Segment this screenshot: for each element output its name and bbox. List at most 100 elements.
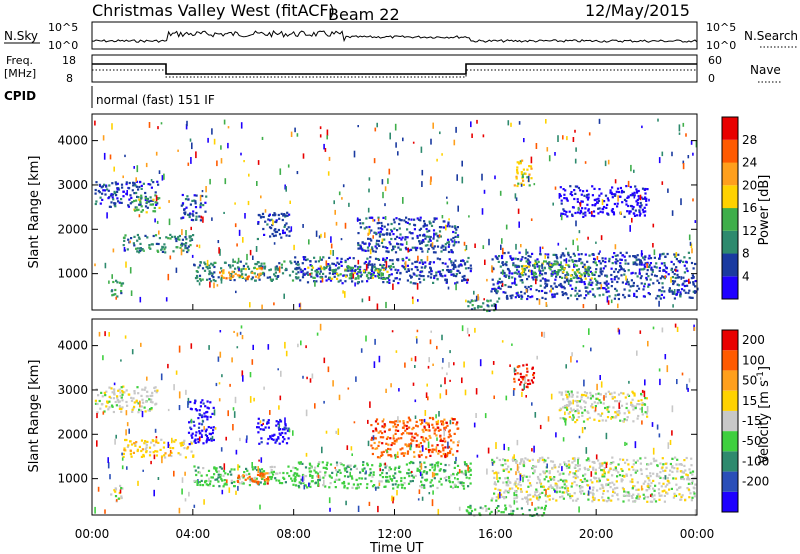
power-cell bbox=[258, 274, 261, 278]
power-cell bbox=[677, 289, 680, 292]
velocity-cell bbox=[681, 471, 684, 474]
velocity-cell bbox=[468, 477, 471, 480]
power-cell bbox=[107, 197, 110, 200]
velocity-cell bbox=[581, 427, 584, 434]
power-cell bbox=[508, 276, 511, 280]
power-cell bbox=[607, 213, 610, 216]
velocity-cell bbox=[607, 471, 610, 474]
velocity-cell bbox=[194, 400, 197, 403]
velocity-cell bbox=[96, 402, 99, 406]
velocity-cell bbox=[295, 474, 298, 477]
power-cell bbox=[516, 168, 519, 172]
velocity-cell bbox=[542, 485, 545, 488]
velocity-cell bbox=[187, 431, 191, 434]
velocity-cell bbox=[493, 460, 496, 463]
power-cell bbox=[368, 260, 371, 263]
beam-label: Beam 22 bbox=[328, 5, 400, 24]
velocity-cell bbox=[694, 476, 697, 479]
velocity-cell bbox=[627, 491, 630, 494]
power-cell bbox=[645, 203, 648, 206]
velocity-cell bbox=[674, 456, 677, 459]
power-cell bbox=[264, 265, 267, 268]
velocity-cell bbox=[633, 392, 636, 395]
power-cell bbox=[611, 262, 614, 265]
velocity-cell bbox=[389, 468, 393, 471]
velocity-cell bbox=[279, 420, 283, 423]
velocity-cell bbox=[568, 463, 571, 466]
power-cell bbox=[673, 297, 676, 300]
velocity-cell bbox=[496, 456, 499, 459]
power-cell bbox=[140, 187, 143, 190]
velocity-cell bbox=[375, 429, 378, 432]
power-cell bbox=[94, 120, 96, 126]
power-cell bbox=[104, 193, 107, 196]
velocity-cell bbox=[621, 474, 624, 477]
power-cell bbox=[624, 259, 627, 262]
power-cell bbox=[306, 281, 310, 284]
velocity-cell bbox=[169, 446, 172, 449]
power-cell bbox=[377, 216, 380, 219]
velocity-cell bbox=[519, 375, 523, 378]
velocity-cell bbox=[394, 432, 397, 435]
power-cell bbox=[127, 205, 130, 208]
power-cell bbox=[242, 267, 245, 270]
power-cell bbox=[633, 169, 635, 173]
power-cell bbox=[526, 278, 529, 281]
power-cell bbox=[640, 275, 643, 278]
power-cell bbox=[550, 274, 553, 277]
power-cell bbox=[573, 189, 576, 192]
power-cell bbox=[158, 197, 161, 200]
power-cell bbox=[194, 206, 198, 209]
power-cell bbox=[638, 263, 641, 266]
power-cell bbox=[660, 290, 663, 293]
power-cell bbox=[445, 246, 447, 251]
power-echo-region bbox=[219, 267, 263, 281]
power-cell bbox=[661, 282, 664, 285]
velocity-cell bbox=[611, 397, 614, 400]
velocity-cell bbox=[402, 420, 405, 423]
velocity-cell bbox=[601, 462, 604, 465]
velocity-cell bbox=[190, 434, 193, 437]
power-cell bbox=[397, 246, 400, 249]
power-cell bbox=[446, 241, 449, 244]
velocity-cell bbox=[576, 395, 579, 398]
power-cell bbox=[189, 203, 192, 206]
power-cell bbox=[274, 228, 277, 231]
power-cell bbox=[591, 194, 594, 197]
power-cell bbox=[683, 280, 686, 283]
power-cell bbox=[450, 261, 453, 264]
velocity-cell bbox=[278, 481, 282, 485]
velocity-cell bbox=[417, 454, 420, 457]
velocity-cell bbox=[442, 449, 445, 452]
power-cell bbox=[169, 237, 172, 240]
power-cell bbox=[231, 264, 234, 267]
velocity-cell bbox=[274, 441, 277, 444]
velocity-cell bbox=[498, 477, 501, 480]
velocity-cell bbox=[540, 506, 543, 509]
velocity-cell bbox=[135, 400, 138, 403]
power-cell bbox=[319, 268, 322, 271]
power-cell bbox=[189, 138, 192, 142]
power-cell bbox=[452, 236, 455, 240]
power-cell bbox=[152, 181, 155, 184]
power-cell bbox=[120, 183, 124, 186]
power-cell bbox=[255, 263, 258, 266]
power-cell bbox=[637, 195, 640, 198]
power-cell bbox=[149, 203, 152, 206]
power-cell bbox=[645, 278, 648, 281]
power-cell bbox=[264, 209, 267, 213]
power-cell bbox=[440, 226, 443, 229]
velocity-cell bbox=[601, 496, 604, 499]
velocity-cell bbox=[632, 420, 635, 423]
velocity-cell bbox=[203, 412, 206, 415]
power-cell bbox=[214, 261, 217, 264]
power-cell bbox=[607, 300, 610, 305]
velocity-cell bbox=[387, 447, 390, 451]
velocity-cell bbox=[274, 477, 277, 480]
power-cell bbox=[483, 189, 486, 194]
power-cell bbox=[579, 212, 582, 215]
velocity-cell bbox=[103, 391, 106, 394]
velocity-cell bbox=[503, 491, 506, 494]
power-cell bbox=[272, 214, 275, 217]
velocity-cell bbox=[610, 392, 613, 395]
